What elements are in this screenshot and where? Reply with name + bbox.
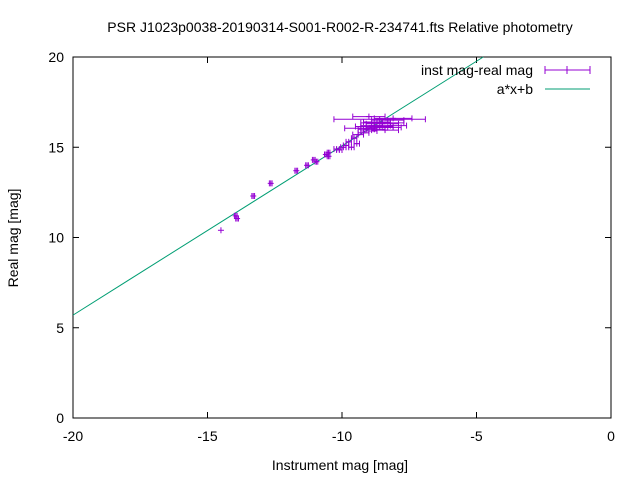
- data-point: [267, 180, 274, 187]
- chart-title: PSR J1023p0038-20190314-S001-R002-R-2347…: [107, 19, 572, 35]
- data-point: [313, 158, 320, 165]
- legend: inst mag-real mag a*x+b: [421, 62, 591, 97]
- legend-label-points: inst mag-real mag: [421, 62, 533, 78]
- data-point: [325, 153, 332, 160]
- data-point: [333, 116, 426, 123]
- data-point: [336, 146, 343, 153]
- y-tick-label: 15: [48, 139, 64, 155]
- x-tick-label: -5: [470, 428, 483, 444]
- data-point: [350, 135, 358, 142]
- y-tick-label: 10: [48, 230, 64, 246]
- x-tick-label: -20: [63, 428, 83, 444]
- data-point: [250, 192, 257, 199]
- data-points-layer: [217, 113, 426, 234]
- data-point: [353, 140, 360, 147]
- data-point: [373, 124, 402, 131]
- y-tick-label: 5: [56, 320, 64, 336]
- data-point: [360, 119, 405, 126]
- legend-sample-points: [544, 66, 591, 74]
- y-axis-label: Real mag [mag]: [5, 189, 21, 288]
- x-axis-label: Instrument mag [mag]: [272, 457, 408, 473]
- legend-label-fit: a*x+b: [497, 81, 533, 97]
- y-tick-label: 20: [48, 49, 64, 65]
- data-point: [348, 144, 355, 151]
- data-point: [234, 215, 241, 222]
- data-point: [304, 162, 311, 169]
- fit-line-layer: [72, 56, 484, 316]
- data-point: [217, 227, 224, 234]
- x-tick-label: -10: [332, 428, 352, 444]
- axis-ticks: -20 -15 -10 -5 0 0 5 10 15 20: [48, 49, 615, 444]
- data-point: [344, 125, 378, 132]
- data-point: [293, 167, 300, 174]
- plot-frame: [72, 56, 612, 419]
- fit-line: [72, 56, 484, 316]
- x-tick-label: 0: [607, 428, 615, 444]
- y-tick-label: 0: [56, 410, 64, 426]
- x-tick-label: -15: [197, 428, 217, 444]
